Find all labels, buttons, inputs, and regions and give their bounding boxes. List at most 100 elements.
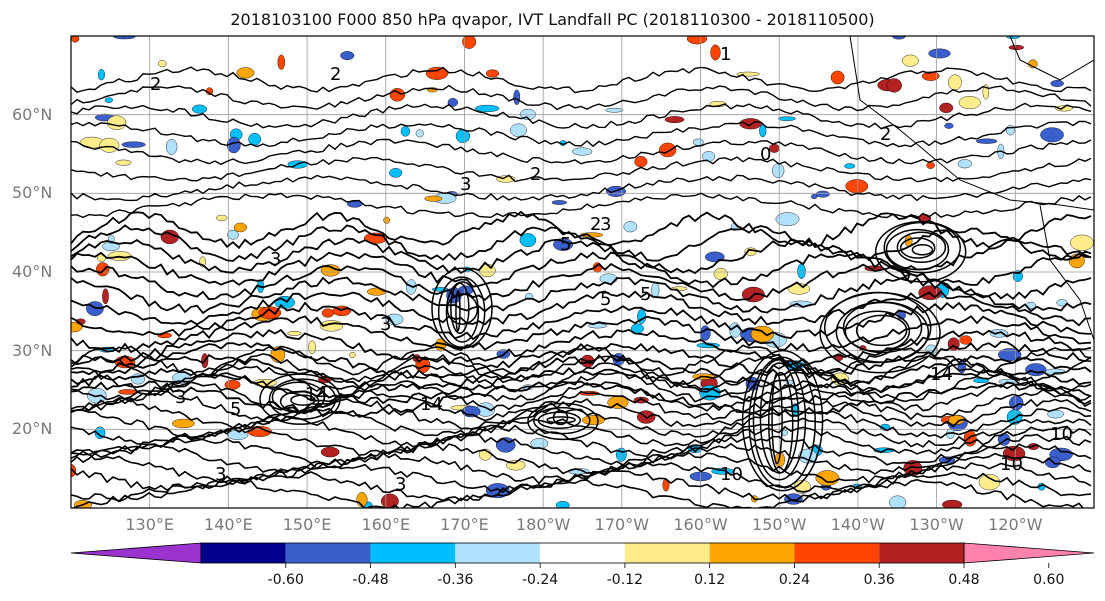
qvapor-anomaly (425, 66, 449, 80)
contour-label: 3 (395, 474, 406, 495)
qvapor-anomaly (944, 122, 954, 129)
ivt-contour-ring (741, 349, 824, 492)
contour-label: 3 (600, 214, 611, 235)
qvapor-anomaly (383, 216, 390, 224)
qvapor-anomaly (958, 96, 981, 110)
ivt-contour-ring (527, 402, 599, 441)
contour-label: 14 (305, 384, 328, 405)
ivt-contour (71, 156, 1092, 183)
qvapor-anomaly (227, 229, 239, 240)
ivt-contour-ring (855, 314, 908, 347)
longitude-label: 160°E (361, 515, 411, 534)
colorbar-tick-label: -0.48 (352, 572, 389, 588)
contour-label: 3 (380, 314, 391, 335)
qvapor-anomaly (115, 159, 132, 166)
qvapor-anomaly (447, 98, 458, 107)
ivt-contour-ring (533, 406, 591, 435)
qvapor-anomaly (236, 67, 255, 79)
colorbar-tick-label: 0.24 (778, 572, 811, 588)
qvapor-anomaly (582, 415, 605, 426)
contour-label: 2 (530, 164, 541, 185)
ivt-contour (71, 353, 1092, 386)
ivt-contour (71, 120, 1092, 148)
contour-label: 5 (560, 234, 571, 255)
qvapor-anomaly (778, 116, 796, 121)
colorbar-segment (201, 543, 286, 563)
colorbar-tick-label: -0.24 (521, 572, 559, 588)
longitude-label: 160°W (673, 515, 728, 534)
contour-label: 5 (900, 264, 911, 285)
contour-label: 3 (460, 174, 471, 195)
ivt-contour (71, 406, 1092, 439)
qvapor-anomaly (658, 142, 677, 158)
qvapor-anomaly (102, 288, 109, 305)
ivt-contour (71, 461, 1092, 493)
qvapor-anomaly (844, 163, 856, 169)
qvapor-anomaly (71, 322, 83, 333)
ivt-contour-ring (546, 416, 576, 424)
ivt-contour (71, 276, 1092, 315)
ivt-contour (71, 362, 1092, 394)
ivt-contour (71, 388, 1092, 422)
qvapor-anomaly (121, 141, 146, 148)
qvapor-anomaly (349, 352, 356, 358)
colorbar-segment (540, 543, 625, 563)
coastline (849, 36, 1094, 211)
qvapor-anomaly (485, 69, 500, 78)
qvapor-anomaly (462, 36, 477, 49)
qvapor-anomaly (157, 60, 167, 68)
ivt-contour-ring (552, 409, 569, 426)
ivt-contour (71, 328, 1092, 366)
contour-label: 14 (420, 394, 443, 415)
ivt-contour (71, 371, 1092, 403)
contour-label: 3 (215, 464, 226, 485)
qvapor-anomaly (104, 97, 114, 103)
ivt-contour-ring (752, 359, 807, 481)
qvapor-anomaly (889, 495, 907, 508)
contour-label: 5 (600, 289, 611, 310)
ivt-contour (71, 290, 1092, 327)
qvapor-anomaly (830, 70, 845, 85)
qvapor-anomaly (519, 233, 537, 247)
longitude-label: 150°W (752, 515, 807, 534)
contour-label: 1 (720, 44, 731, 65)
qvapor-anomaly (474, 104, 500, 113)
ivt-contour (71, 433, 1092, 467)
ivt-contour (71, 102, 1092, 130)
qvapor-anomaly (886, 78, 902, 93)
longitude-label: 130°W (909, 515, 964, 534)
qvapor-anomaly (605, 107, 624, 113)
colorbar-segment (370, 543, 456, 563)
contour-label: 10 (1000, 454, 1023, 475)
qvapor-anomaly (976, 138, 998, 144)
qvapor-anomaly (775, 212, 800, 226)
longitude-label: 140°E (204, 515, 253, 534)
qvapor-anomaly (572, 147, 593, 156)
ivt-contour-ring (537, 411, 582, 430)
ivt-contour (71, 174, 1092, 202)
ivt-contour-ring (899, 237, 936, 259)
colorbar-tick-label: 0.36 (863, 572, 895, 588)
colorbar-segment (794, 543, 880, 563)
ivt-contour-ring (431, 267, 493, 350)
ivt-contour-ring (883, 221, 961, 274)
ivt-contour-ring (271, 381, 326, 414)
ivt-contour-ring (896, 231, 947, 264)
qvapor-anomaly (113, 36, 136, 40)
qvapor-anomaly (1056, 299, 1068, 307)
qvapor-anomaly (1055, 105, 1073, 112)
contour-label: 14 (930, 364, 953, 385)
ivt-contour (71, 301, 1092, 341)
colorbar-tick-label: 0.60 (1033, 572, 1065, 588)
ivt-contour (71, 353, 1092, 392)
latitude-label: 60°N (12, 104, 53, 124)
contour-label: 3 (270, 249, 281, 270)
qvapor-anomaly (623, 221, 638, 233)
latitude-label: 30°N (12, 340, 53, 360)
ivt-contour-ring (446, 293, 479, 325)
qvapor-anomaly (957, 159, 972, 169)
contour-label: 5 (230, 399, 241, 420)
longitude-label: 130°E (125, 515, 175, 534)
qvapor-anomaly (389, 168, 403, 178)
